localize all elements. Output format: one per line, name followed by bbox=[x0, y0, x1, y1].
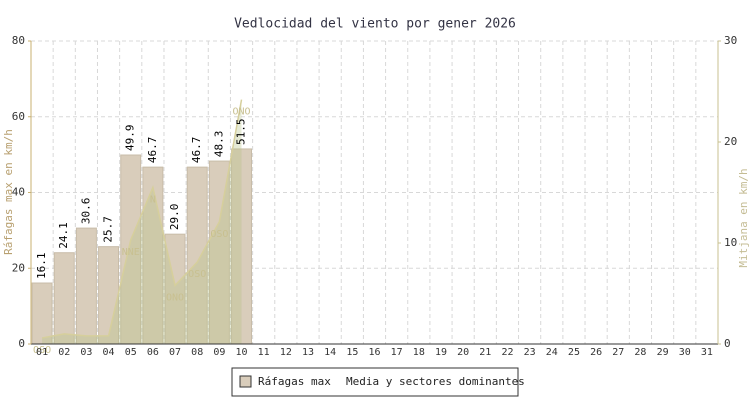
value-label: 16.1 bbox=[35, 253, 48, 280]
x-tick-label: 05 bbox=[125, 347, 137, 358]
x-tick-label: 28 bbox=[634, 347, 646, 358]
value-label: 46.7 bbox=[146, 137, 159, 164]
x-tick-label: 15 bbox=[346, 347, 358, 358]
y2-tick-label: 10 bbox=[724, 236, 737, 249]
x-tick-label: 31 bbox=[701, 347, 713, 358]
x-tick-label: 30 bbox=[679, 347, 691, 358]
value-label: 46.7 bbox=[190, 137, 203, 164]
value-label: 30.6 bbox=[79, 198, 92, 225]
x-tick-label: 02 bbox=[58, 347, 70, 358]
value-label: 29.0 bbox=[168, 204, 181, 231]
x-tick-label: 22 bbox=[501, 347, 513, 358]
value-label: 48.3 bbox=[212, 131, 225, 158]
x-tick-label: 20 bbox=[457, 347, 469, 358]
y2-tick-label: 30 bbox=[724, 34, 737, 47]
value-label: 49.9 bbox=[124, 125, 137, 152]
x-tick-label: 19 bbox=[435, 347, 447, 358]
point-label: OSO bbox=[210, 229, 228, 240]
x-tick-label: 14 bbox=[324, 347, 336, 358]
legend-box bbox=[231, 367, 519, 397]
legend-swatch bbox=[239, 375, 252, 388]
x-tick-label: 03 bbox=[80, 347, 92, 358]
bar bbox=[75, 227, 97, 345]
y2-axis-title: Mitjana en km/h bbox=[737, 168, 750, 267]
point-label: ONO bbox=[166, 292, 184, 303]
x-tick-label: 09 bbox=[213, 347, 225, 358]
legend-label: Ráfagas max bbox=[258, 375, 331, 388]
x-tick-label: 29 bbox=[657, 347, 669, 358]
x-tick-label: 04 bbox=[103, 347, 115, 358]
value-label: 51.5 bbox=[235, 118, 248, 145]
x-tick-label: 26 bbox=[590, 347, 602, 358]
point-label: ONO bbox=[233, 107, 251, 118]
y-tick-label: 0 bbox=[18, 337, 25, 350]
bar bbox=[53, 252, 75, 345]
x-tick-label: 13 bbox=[302, 347, 314, 358]
point-label: N bbox=[150, 194, 156, 205]
point-label: OSO bbox=[33, 345, 51, 356]
point-label: OSO bbox=[188, 269, 206, 280]
x-tick-label: 06 bbox=[147, 347, 159, 358]
area bbox=[42, 99, 242, 344]
x-tick-label: 01 bbox=[36, 347, 48, 358]
x-tick-label: 16 bbox=[368, 347, 380, 358]
line bbox=[41, 99, 243, 339]
x-tick-label: 27 bbox=[612, 347, 624, 358]
y2-tick-label: 20 bbox=[724, 135, 737, 148]
y-axis-title: Ráfagas max en km/h bbox=[2, 129, 15, 255]
x-tick-label: 08 bbox=[191, 347, 203, 358]
x-tick-label: 21 bbox=[479, 347, 491, 358]
bar bbox=[31, 282, 53, 345]
point-label: NNE bbox=[122, 247, 140, 258]
y2-tick-label: 0 bbox=[724, 337, 731, 350]
x-tick-label: 24 bbox=[546, 347, 558, 358]
y-tick-label: 80 bbox=[12, 34, 25, 47]
x-tick-label: 12 bbox=[280, 347, 292, 358]
x-tick-label: 18 bbox=[413, 347, 425, 358]
chart-title: Vedlocidad del viento por gener 2026 bbox=[234, 17, 516, 32]
value-label: 24.1 bbox=[57, 222, 70, 249]
y-tick-label: 60 bbox=[12, 110, 25, 123]
value-label: 25.7 bbox=[102, 216, 115, 243]
y-tick-label: 20 bbox=[12, 261, 25, 274]
legend-label: Media y sectores dominantes bbox=[346, 375, 525, 388]
x-tick-label: 23 bbox=[524, 347, 536, 358]
x-tick-label: 17 bbox=[391, 347, 403, 358]
x-tick-label: 10 bbox=[236, 347, 248, 358]
x-tick-label: 07 bbox=[169, 347, 181, 358]
x-tick-label: 25 bbox=[568, 347, 580, 358]
x-tick-label: 11 bbox=[258, 347, 270, 358]
y-tick-label: 40 bbox=[12, 186, 25, 199]
